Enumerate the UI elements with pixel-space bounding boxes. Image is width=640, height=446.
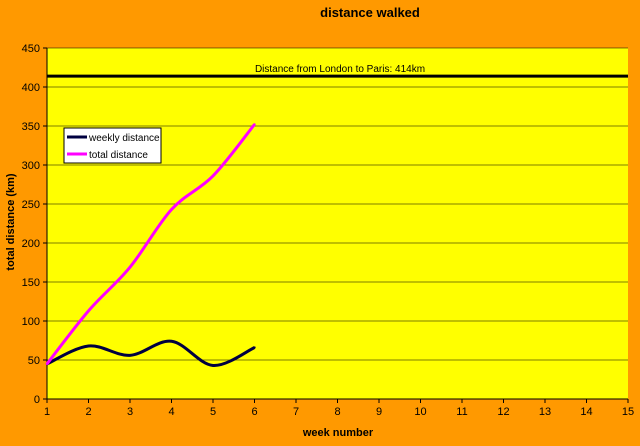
x-tick-label: 12: [497, 406, 509, 418]
x-tick-label: 15: [622, 406, 634, 418]
x-tick-label: 8: [334, 406, 340, 418]
data-point-weekly-distance: [253, 346, 256, 349]
y-tick-label: 450: [22, 43, 40, 55]
x-tick-label: 2: [85, 406, 91, 418]
y-axis-ticks: 0 50 100 150 200 250 300 350 400 450: [22, 43, 47, 406]
x-tick-label: 11: [456, 406, 467, 418]
data-point-total-distance: [211, 174, 215, 178]
data-point-total-distance: [253, 123, 256, 126]
series-line-weekly-distance: [46, 339, 256, 367]
series-layer: [45, 123, 256, 367]
x-tick-label: 6: [251, 406, 257, 418]
x-tick-label: 10: [414, 406, 426, 418]
legend-label-weekly-distance: weekly distance: [88, 133, 160, 144]
y-tick-label: 200: [22, 238, 40, 250]
legend: weekly distance total distance: [63, 127, 162, 164]
data-point-weekly-distance: [211, 364, 215, 367]
data-point-total-distance: [170, 208, 173, 211]
data-point-weekly-distance: [128, 354, 132, 357]
x-tick-label: 14: [580, 406, 592, 418]
x-tick-label: 1: [44, 406, 50, 418]
data-point-weekly-distance: [87, 344, 90, 348]
data-point-total-distance: [128, 265, 132, 269]
legend-box: [63, 127, 162, 164]
y-tick-label: 100: [22, 316, 40, 328]
x-tick-label: 7: [293, 406, 299, 418]
y-tick-label: 400: [22, 82, 40, 94]
y-tick-label: 150: [22, 277, 40, 289]
x-tick-label: 13: [539, 406, 551, 418]
chart-title: distance walked: [320, 5, 420, 20]
y-tick-label: 50: [28, 355, 40, 367]
y-tick-label: 250: [22, 199, 40, 211]
x-axis-ticks: 1 2 3 4 5 6 7 8 9 10 11 12 13 14 15: [44, 399, 634, 418]
x-axis-title: week number: [302, 427, 374, 439]
y-tick-label: 300: [22, 160, 40, 172]
y-axis-title: total distance (km): [5, 173, 17, 271]
x-tick-label: 3: [127, 406, 133, 418]
series-line-total-distance: [45, 123, 256, 365]
data-point-weekly-distance: [170, 340, 173, 343]
x-tick-label: 5: [210, 406, 216, 418]
x-tick-label: 4: [168, 406, 174, 418]
reference-line-label: Distance from London to Paris: 414km: [255, 64, 425, 75]
gridlines: [47, 47, 628, 361]
y-tick-label: 350: [22, 121, 40, 133]
y-tick-label: 0: [34, 394, 40, 406]
data-point-total-distance: [87, 309, 90, 313]
legend-label-total-distance: total distance: [89, 150, 148, 161]
data-point-total-distance: [45, 362, 49, 366]
x-tick-label: 9: [376, 406, 382, 418]
plot-area: [47, 48, 628, 399]
